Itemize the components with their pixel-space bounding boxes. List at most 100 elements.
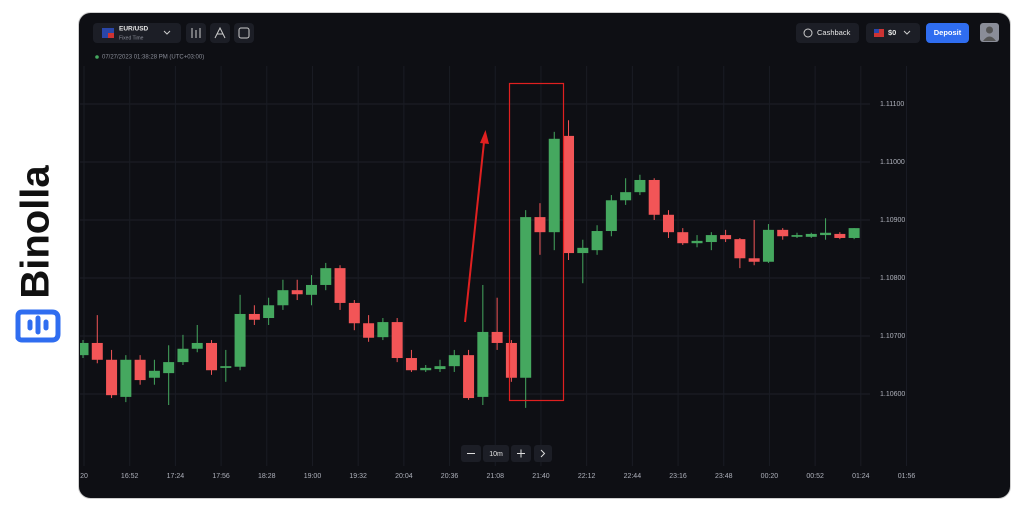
x-tick-label: 20:36 [441,473,459,480]
candle-body [691,240,703,244]
candle-body [805,233,817,237]
deposit-button[interactable]: Deposit [926,23,969,43]
candle-body [420,367,432,371]
x-tick-label: 17:24 [167,473,185,480]
candle-body [291,290,303,295]
x-tick-label: 16:52 [121,473,139,480]
candle-body [434,366,446,370]
candle-body [477,331,489,397]
timeframe-controls[interactable]: 10m [461,445,552,462]
brand-logo [15,309,61,343]
candle-body [191,342,203,349]
x-tick-label: 19:32 [349,473,367,480]
x-tick-label: 18:28 [258,473,276,480]
candle-body [491,331,503,343]
candle-body [620,192,632,201]
candle-body [391,322,403,359]
candle-body [80,342,89,356]
candle-body [305,284,317,295]
candle-body [320,268,332,285]
candle-body [334,268,346,303]
candle-body [677,232,689,244]
x-tick-label: 20 [80,473,88,480]
x-tick-label: 19:00 [304,473,322,480]
highlight-box [508,82,565,402]
x-tick-label: 17:56 [212,473,230,480]
candle-body [505,342,517,378]
x-tick-label: 01:24 [852,473,870,480]
y-tick-label: 1.11100 [880,101,904,108]
candle-body [377,322,389,338]
panel [78,12,1011,499]
candle-body [120,359,132,397]
candle-body [791,235,803,237]
timeframe: 10m [489,451,503,458]
candle-body [91,342,103,360]
pair-selector[interactable]: EUR/USD Fixed Time [93,23,181,43]
candle-body [206,342,218,371]
x-tick-label: 01:56 [898,473,916,480]
balance-selector[interactable]: $0 [866,23,920,43]
x-tick-label: 22:12 [578,473,596,480]
candle-body [363,323,375,338]
trend-arrow [464,130,489,323]
candle-body [234,313,246,367]
candle-body [263,305,275,319]
candle-body [720,235,732,240]
y-tick-label: 1.11000 [880,159,905,166]
candle-body [134,359,146,381]
candle-body [277,290,289,306]
avatar[interactable] [980,23,999,42]
cashback-button[interactable]: Cashback [796,23,859,43]
cashback: Cashback [817,28,851,37]
balance: $0 [888,28,896,37]
x-tick-label: 00:52 [806,473,824,480]
candle-body [520,217,532,378]
brand: Binolla [14,165,58,299]
y-tick-label: 1.10800 [880,275,905,282]
candle-body [734,239,746,259]
tool-buttons[interactable] [186,23,254,43]
candle-body [748,258,760,262]
candle-body [777,229,789,237]
candle-body [534,217,546,233]
candle-body [705,235,717,243]
x-tick-label: 21:40 [532,473,550,480]
candle-body [591,231,603,251]
x-tick-label: 21:08 [486,473,504,480]
candle-body [577,247,589,254]
candle-body [820,232,832,236]
x-tick-label: 22:44 [624,473,642,480]
candle-body [177,348,189,363]
candles [80,120,860,408]
deposit: Deposit [934,28,962,37]
candle-body [605,200,617,232]
candle-body [563,135,575,254]
grid: 1.10600 1.10700 1.10800 1.10900 1.11000 1.111… [80,66,915,480]
candle-body [348,302,360,324]
x-tick-label: 23:16 [669,473,687,480]
candle-body [648,179,660,215]
candle-body [834,233,846,238]
candle-body [248,313,260,320]
candle-body [148,370,160,378]
y-tick-label: 1.10700 [880,333,905,340]
y-tick-label: 1.10900 [880,217,905,224]
candle-body [634,179,646,193]
candle-body [662,214,674,233]
y-tick-label: 1.10600 [880,391,905,398]
candle-body [548,138,560,233]
candle-body [848,228,860,238]
candle-body [405,358,417,371]
candle-body [463,355,475,399]
candle-body [106,359,118,396]
candle-body [163,362,175,374]
timestamp: 07/27/2023 01:38:28 PM (UTC+03:00) [102,55,204,61]
mode: Fixed Time [119,35,144,41]
x-tick-label: 23:48 [715,473,733,480]
candle-body [762,229,774,262]
candle-body [220,366,232,368]
pair: EUR/USD [119,26,149,33]
